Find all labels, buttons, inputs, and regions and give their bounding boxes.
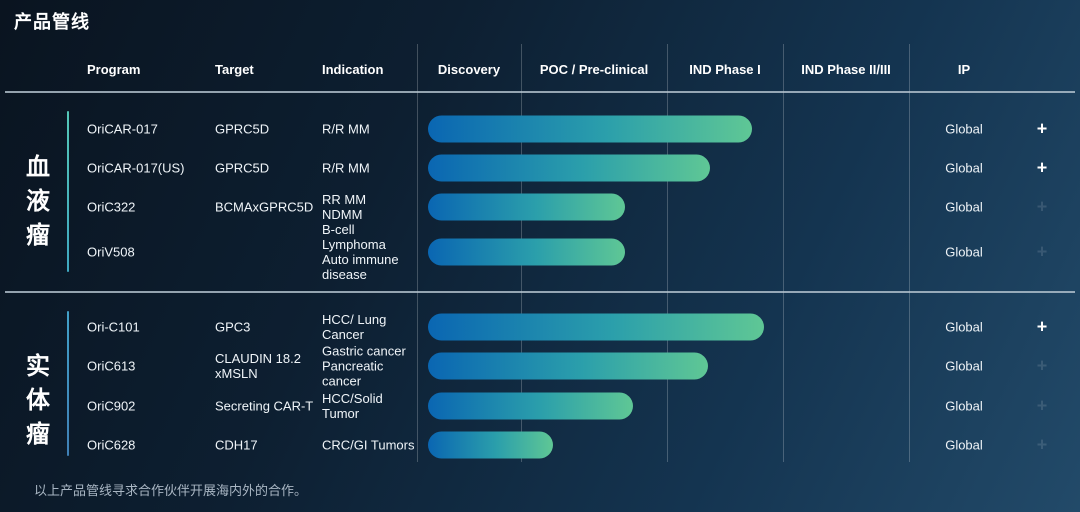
column-header-poc: POC / Pre-clinical bbox=[539, 62, 649, 77]
gridline-ip bbox=[909, 44, 910, 462]
expand-plus-icon[interactable]: + bbox=[1036, 316, 1048, 337]
indication-text: RR MM NDMM bbox=[322, 192, 367, 222]
indication-text: R/R MM bbox=[322, 121, 370, 137]
indication-text: B-cell Lymphoma Auto immune disease bbox=[322, 222, 399, 282]
target-name: GPRC5D bbox=[215, 160, 270, 176]
column-header-target: Target bbox=[215, 62, 254, 77]
target-name: GPC3 bbox=[215, 319, 251, 335]
pipeline-progress-bar bbox=[428, 193, 625, 221]
ip-value: Global bbox=[945, 121, 983, 137]
column-header-program: Program bbox=[87, 62, 141, 77]
program-name: OriC322 bbox=[87, 199, 136, 215]
ip-value: Global bbox=[945, 358, 983, 374]
program-name: OriCAR-017(US) bbox=[87, 160, 185, 176]
target-name: GPRC5D bbox=[215, 121, 270, 137]
expand-plus-icon[interactable]: + bbox=[1036, 157, 1048, 178]
column-header-indication: Indication bbox=[322, 62, 384, 77]
indication-text: Gastric cancer Pancreatic cancer bbox=[322, 343, 406, 389]
program-name: OriC902 bbox=[87, 398, 136, 414]
pipeline-progress-bar bbox=[428, 238, 625, 266]
gridline-discovery bbox=[417, 44, 418, 462]
expand-plus-icon[interactable]: + bbox=[1036, 395, 1048, 416]
program-name: OriV508 bbox=[87, 244, 135, 260]
program-name: OriCAR-017 bbox=[87, 121, 158, 137]
pipeline-progress-bar bbox=[428, 154, 710, 182]
group-accent-line-solid-tumor bbox=[67, 311, 69, 456]
gridline-ind-phase-2-3 bbox=[783, 44, 784, 462]
column-header-ind-phase-1: IND Phase I bbox=[689, 62, 761, 77]
header-rule bbox=[5, 91, 1075, 93]
group-label-hematologic: 血 液 瘤 bbox=[26, 154, 50, 249]
program-name: Ori-C101 bbox=[87, 319, 140, 335]
column-header-ind-phase-2-3: IND Phase II/III bbox=[801, 62, 891, 77]
expand-plus-icon[interactable]: + bbox=[1036, 118, 1048, 139]
group-accent-line-hematologic bbox=[67, 111, 69, 272]
gridline-ind-phase-1 bbox=[667, 44, 668, 462]
pipeline-progress-bar bbox=[428, 431, 553, 459]
ip-value: Global bbox=[945, 437, 983, 453]
target-name: CDH17 bbox=[215, 437, 258, 453]
expand-plus-icon[interactable]: + bbox=[1036, 196, 1048, 217]
ip-value: Global bbox=[945, 160, 983, 176]
pipeline-progress-bar bbox=[428, 115, 752, 143]
expand-plus-icon[interactable]: + bbox=[1036, 241, 1048, 262]
page-title: 产品管线 bbox=[14, 12, 90, 32]
target-name: BCMAxGPRC5D bbox=[215, 199, 314, 215]
pipeline-progress-bar bbox=[428, 352, 708, 380]
ip-value: Global bbox=[945, 199, 983, 215]
ip-value: Global bbox=[945, 398, 983, 414]
group-label-solid-tumor: 实 体 瘤 bbox=[26, 353, 50, 448]
ip-value: Global bbox=[945, 319, 983, 335]
expand-plus-icon[interactable]: + bbox=[1036, 355, 1048, 376]
column-header-discovery: Discovery bbox=[437, 62, 501, 77]
target-name: CLAUDIN 18.2 xMSLN bbox=[215, 351, 301, 381]
indication-text: R/R MM bbox=[322, 160, 370, 176]
indication-text: HCC/ Lung Cancer bbox=[322, 312, 387, 342]
program-name: OriC628 bbox=[87, 437, 136, 453]
column-header-ip: IP bbox=[957, 62, 971, 77]
pipeline-progress-bar bbox=[428, 313, 764, 341]
indication-text: HCC/Solid Tumor bbox=[322, 391, 383, 421]
expand-plus-icon[interactable]: + bbox=[1036, 434, 1048, 455]
target-name: Secreting CAR-T bbox=[215, 398, 314, 414]
pipeline-progress-bar bbox=[428, 392, 633, 420]
program-name: OriC613 bbox=[87, 358, 136, 374]
indication-text: CRC/GI Tumors bbox=[322, 437, 415, 453]
ip-value: Global bbox=[945, 244, 983, 260]
group-separator-rule bbox=[5, 291, 1075, 293]
footer-note: 以上产品管线寻求合作伙伴开展海内外的合作。 bbox=[34, 483, 308, 498]
